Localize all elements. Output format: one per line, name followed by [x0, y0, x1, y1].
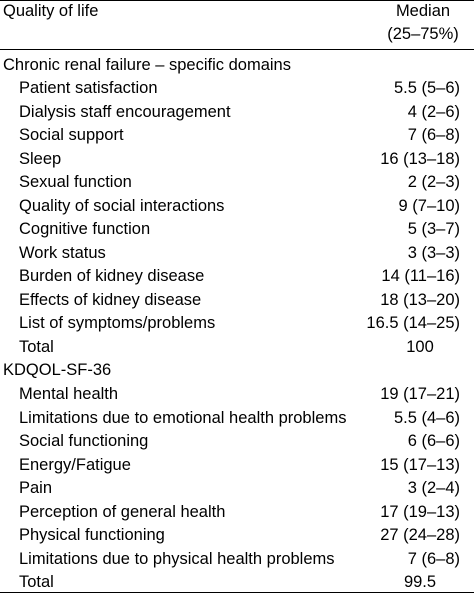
table-row-label: Effects of kidney disease [19, 290, 202, 309]
table-row-label: Work status [19, 243, 106, 262]
section-heading: Chronic renal failure – specific domains [0, 54, 474, 78]
table-row-label: Sleep [19, 149, 62, 168]
table-row-label: Social support [19, 126, 124, 145]
total-row-value: 99.5 [403, 573, 437, 592]
table-row: Limitations due to emotional health prob… [0, 407, 474, 431]
table-row-value: 16 (13–18) [380, 149, 460, 168]
table-row-value: 4 (2–6) [407, 102, 460, 121]
table-row-label: Quality of social interactions [19, 196, 225, 215]
table-row-value: 19 (17–21) [380, 384, 460, 403]
table-row-label: Physical functioning [19, 526, 165, 545]
table-row: Patient satisfaction 5.5 (5–6) [0, 77, 474, 101]
column-header-median-line1: Median [395, 2, 451, 20]
column-header-quality-of-life: Quality of life [3, 2, 99, 20]
table-row: Sleep 16 (13–18) [0, 148, 474, 172]
table-row: Pain 3 (2–4) [0, 477, 474, 501]
table-row-value: 6 (6–6) [407, 432, 460, 450]
total-row-label: Total [19, 337, 54, 356]
table-row-label: Limitations due to emotional health prob… [19, 408, 347, 427]
table-row: Work status 3 (3–3) [0, 242, 474, 266]
table-row-value: 5.5 (4–6) [393, 408, 460, 427]
table-row-value: 5 (3–7) [407, 220, 460, 239]
table-row-value: 15 (17–13) [380, 455, 460, 474]
header-rule [0, 49, 474, 50]
table-row: Social functioning 6 (6–6) [0, 430, 474, 454]
total-row: Total 100 [0, 336, 474, 360]
table-row: Energy/Fatigue 15 (17–13) [0, 454, 474, 478]
column-header-median-line2: (25–75%) [387, 25, 459, 43]
table-row-label: Mental health [19, 384, 119, 403]
table-row-value: 7 (6–8) [407, 549, 460, 568]
total-row: Total 99.5 [0, 571, 474, 595]
table-row-value: 3 (3–3) [407, 243, 460, 262]
column-header-median: Median (25–75%) [378, 0, 468, 46]
section-heading-label: Chronic renal failure – specific domains [3, 55, 291, 74]
table-row-label: Dialysis staff encouragement [19, 102, 231, 121]
table-row-label: Energy/Fatigue [19, 455, 131, 474]
section-heading-label: KDQOL-SF-36 [3, 361, 112, 380]
table-row-label: Burden of kidney disease [19, 267, 205, 286]
table-row: Perception of general health 17 (19–13) [0, 501, 474, 525]
table-row-value: 14 (11–16) [381, 267, 460, 286]
table-row-label: Limitations due to physical health probl… [19, 549, 335, 568]
table-row-value: 27 (24–28) [380, 526, 460, 545]
total-row-label: Total [19, 573, 54, 592]
table-row-value: 3 (2–4) [407, 479, 460, 497]
table-row: Limitations due to physical health probl… [0, 548, 474, 572]
table-row: Effects of kidney disease 18 (13–20) [0, 289, 474, 313]
table-row-value: 9 (7–10) [398, 196, 460, 215]
table-row: Quality of social interactions 9 (7–10) [0, 195, 474, 219]
table-row-label: Cognitive function [19, 220, 151, 239]
table-row: Social support 7 (6–8) [0, 124, 474, 148]
table-row: Physical functioning 27 (24–28) [0, 524, 474, 548]
table-row: List of symptoms/problems 16.5 (14–25) [0, 312, 474, 336]
table-row-label: Sexual function [19, 173, 132, 192]
table-row-value: 2 (2–3) [407, 173, 460, 192]
table-row-value: 5.5 (5–6) [393, 79, 460, 97]
top-rule [0, 0, 474, 1]
section-heading: KDQOL-SF-36 [0, 359, 474, 383]
table-header: Quality of life Median (25–75%) [0, 0, 474, 48]
table-row-label: Perception of general health [19, 502, 226, 521]
table-row: Sexual function 2 (2–3) [0, 171, 474, 195]
total-row-value: 100 [406, 337, 434, 356]
table-row: Burden of kidney disease 14 (11–16) [0, 265, 474, 289]
table-row-label: Pain [19, 479, 53, 497]
table-row: Dialysis staff encouragement 4 (2–6) [0, 101, 474, 125]
table-row-label: List of symptoms/problems [19, 314, 216, 333]
table-row-value: 16.5 (14–25) [366, 314, 460, 333]
table-row: Cognitive function 5 (3–7) [0, 218, 474, 242]
table-row: Mental health 19 (17–21) [0, 383, 474, 407]
table-row-label: Social functioning [19, 432, 149, 450]
table-row-label: Patient satisfaction [19, 79, 158, 97]
table-row-value: 7 (6–8) [407, 126, 460, 145]
table-row-value: 18 (13–20) [380, 290, 460, 309]
table-row-value: 17 (19–13) [380, 502, 460, 521]
